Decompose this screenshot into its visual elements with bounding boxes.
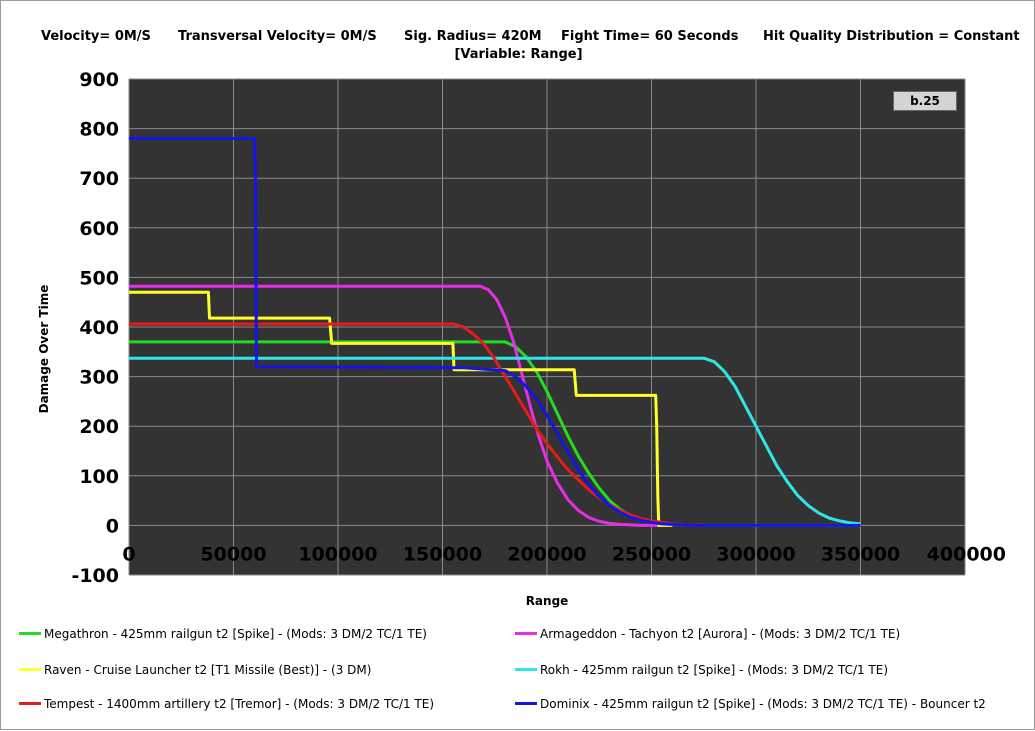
legend-swatch <box>19 668 41 671</box>
x-tick-label: 300000 <box>716 543 795 565</box>
x-tick-label: 50000 <box>200 543 266 565</box>
y-axis-label: Damage Over Time <box>37 285 51 414</box>
y-tick-label: -100 <box>71 565 119 587</box>
y-tick-label: 100 <box>79 466 119 488</box>
y-tick-label: 500 <box>79 267 119 289</box>
legend-label: Dominix - 425mm railgun t2 [Spike] - (Mo… <box>540 697 986 711</box>
x-tick-label: 100000 <box>298 543 377 565</box>
x-axis-label: Range <box>526 594 569 608</box>
y-tick-label: 400 <box>79 317 119 339</box>
velocity-label: Velocity= 0M/S <box>41 29 151 44</box>
x-tick-label: 150000 <box>403 543 482 565</box>
y-tick-label: 900 <box>79 69 119 91</box>
x-tick-label: 400000 <box>927 543 1006 565</box>
y-tick-label: 300 <box>79 367 119 389</box>
series-line-6 <box>129 137 861 527</box>
x-tick-label: 0 <box>122 543 135 565</box>
series-line-3 <box>129 290 673 527</box>
legend-label: Armageddon - Tachyon t2 [Aurora] - (Mods… <box>540 627 901 641</box>
legend-swatch <box>515 702 537 705</box>
variable-label: [Variable: Range] <box>454 47 583 62</box>
legend-swatch <box>19 632 41 635</box>
x-tick-label: 200000 <box>507 543 586 565</box>
x-axis-ticks: 0 50000 100000 150000 200000 250000 300000 3500… <box>122 543 1006 565</box>
legend-label: Rokh - 425mm railgun t2 [Spike] - (Mods:… <box>540 663 889 677</box>
series-line-2 <box>129 284 673 527</box>
transversal-velocity-label: Transversal Velocity= 0M/S <box>178 29 377 44</box>
x-tick-label: 250000 <box>612 543 691 565</box>
legend-label: Raven - Cruise Launcher t2 [T1 Missile (… <box>44 663 372 677</box>
series-line-4 <box>129 356 861 526</box>
y-tick-label: 0 <box>106 515 119 537</box>
legend-swatch <box>19 702 41 705</box>
y-axis-ticks: 900 800 700 600 500 400 300 200 100 0 -100 <box>71 69 119 587</box>
y-tick-label: 200 <box>79 416 119 438</box>
x-tick-label: 350000 <box>821 543 900 565</box>
y-tick-label: 700 <box>79 168 119 190</box>
hit-quality-label: Hit Quality Distribution = Constant <box>763 29 1020 44</box>
legend-label: Tempest - 1400mm artillery t2 [Tremor] -… <box>44 697 435 711</box>
legend-swatch <box>515 632 537 635</box>
series-lines <box>129 137 861 527</box>
version-badge: b.25 <box>893 91 957 111</box>
y-tick-label: 800 <box>79 119 119 141</box>
sig-radius-label: Sig. Radius= 420M <box>404 29 542 44</box>
legend-swatch <box>515 668 537 671</box>
y-tick-label: 600 <box>79 218 119 240</box>
fight-time-label: Fight Time= 60 Seconds <box>561 29 739 44</box>
legend-label: Megathron - 425mm railgun t2 [Spike] - (… <box>44 627 427 641</box>
